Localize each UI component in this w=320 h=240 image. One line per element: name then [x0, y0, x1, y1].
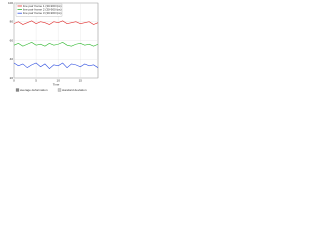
series-line	[13, 62, 99, 70]
footer-legend-swatch	[15, 88, 20, 92]
y-tick-label: 100	[8, 1, 13, 5]
y-tick-label: 60	[10, 38, 14, 42]
footer-legend-swatch	[57, 88, 62, 92]
y-tick-label: 20	[10, 76, 14, 80]
x-axis-label: Time	[53, 82, 60, 86]
legend-box	[15, 3, 63, 17]
x-tick-label: 0	[13, 78, 15, 82]
legend-label: line pair frame 1 (30-900 fps)	[23, 4, 62, 8]
footer-legend-label: average deformation	[20, 88, 48, 92]
x-tick-label: 5	[35, 78, 37, 82]
x-tick-label: 10	[57, 78, 61, 82]
legend-label: line pair frame 3 (30-900 fps)	[23, 11, 62, 15]
footer-legend-label: standard deviation	[62, 88, 87, 92]
series-line	[13, 42, 99, 47]
page: Time 20 40 60 80 100 0 5 10 15 line pair frame 1 …	[0, 0, 100, 94]
y-tick-label: 40	[10, 57, 14, 61]
y-tick-label: 80	[10, 20, 14, 24]
x-tick-label: 15	[79, 78, 83, 82]
legend-label: line pair frame 2 (30-900 fps)	[23, 7, 62, 11]
series-line	[13, 20, 99, 25]
chart: Time 20 40 60 80 100 0 5 10 15 line pair frame 1 …	[8, 1, 99, 92]
